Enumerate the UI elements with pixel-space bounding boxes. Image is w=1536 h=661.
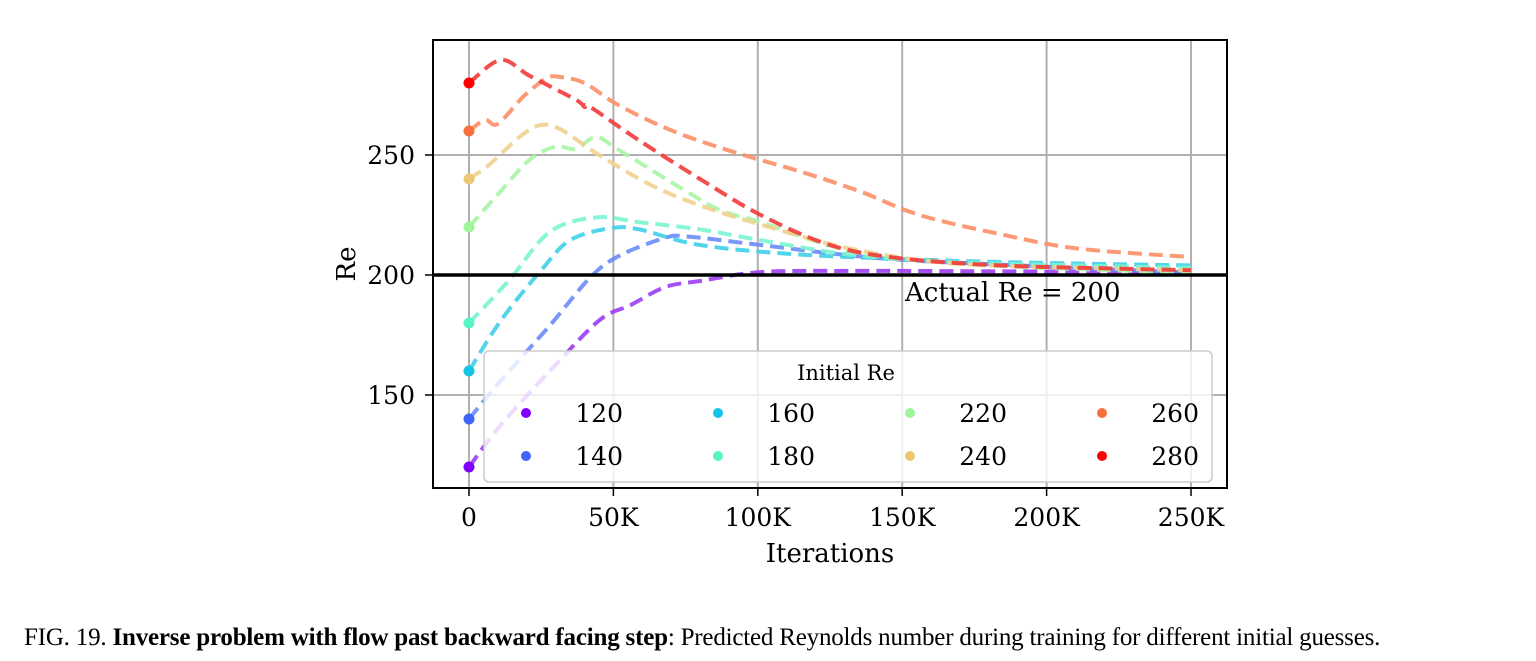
x-tick-label: 200K <box>1013 503 1081 532</box>
series-start-point-120 <box>463 461 475 473</box>
series-line-260 <box>467 74 1192 259</box>
series-line-180 <box>467 215 1192 325</box>
legend-title: Initial Re <box>797 361 895 385</box>
figure-caption: FIG. 19. Inverse problem with flow past … <box>24 624 1536 652</box>
legend-label: 140 <box>575 442 623 471</box>
chart: Actual Re = 200 Initial Re 120 140 160 180 2… <box>332 39 1228 569</box>
legend-label: 180 <box>767 442 815 471</box>
series-start-point-160 <box>463 365 475 377</box>
caption-bold-title: Inverse problem with flow past backward … <box>112 624 668 651</box>
series-line-120 <box>467 268 1192 469</box>
legend-item-180: 180 <box>713 442 815 471</box>
legend-items: 120 140 160 180 220 240 260 280 <box>521 399 1199 471</box>
legend-marker <box>1097 451 1107 461</box>
axis-ticks: 0 50K 100K 150K 200K 250K 150 200 250 <box>367 141 1225 532</box>
x-tick-label: 100K <box>725 503 793 532</box>
series-start-point-140 <box>463 413 475 425</box>
legend-label: 220 <box>959 399 1007 428</box>
legend-item-280: 280 <box>1097 442 1199 471</box>
series-start-point-240 <box>463 173 475 185</box>
legend-item-160: 160 <box>713 399 815 428</box>
legend-label: 240 <box>959 442 1007 471</box>
caption-text: : Predicted Reynolds number during train… <box>667 624 1381 651</box>
x-tick-label: 150K <box>869 503 937 532</box>
caption-prefix: FIG. 19. <box>24 624 113 651</box>
legend-item-260: 260 <box>1097 399 1199 428</box>
legend: Initial Re 120 140 160 180 220 240 260 280 <box>483 350 1213 483</box>
legend-marker <box>905 451 915 461</box>
series-line-240 <box>467 122 1192 273</box>
series-start-point-180 <box>463 317 475 329</box>
series-line-280 <box>467 57 1192 273</box>
y-axis-title: Re <box>332 247 362 282</box>
x-tick-label: 50K <box>588 503 640 532</box>
y-tick-label: 250 <box>367 141 415 170</box>
legend-marker <box>521 451 531 461</box>
legend-item-120: 120 <box>521 399 623 428</box>
legend-label: 260 <box>1151 399 1199 428</box>
y-tick-label: 150 <box>367 381 415 410</box>
legend-marker <box>1097 408 1107 418</box>
plot-frame <box>432 39 1228 489</box>
legend-item-220: 220 <box>905 399 1007 428</box>
x-tick-label: 250K <box>1158 503 1226 532</box>
series-start-point-260 <box>463 125 475 137</box>
legend-label: 160 <box>767 399 815 428</box>
series-layer <box>463 57 1192 473</box>
legend-marker <box>713 408 723 418</box>
legend-label: 280 <box>1151 442 1199 471</box>
x-tick-label: 0 <box>461 503 477 532</box>
series-start-point-280 <box>463 77 475 89</box>
legend-item-140: 140 <box>521 442 623 471</box>
legend-marker <box>905 408 915 418</box>
legend-item-240: 240 <box>905 442 1007 471</box>
legend-marker <box>521 408 531 418</box>
x-axis-title: Iterations <box>766 539 895 569</box>
legend-label: 120 <box>575 399 623 428</box>
legend-marker <box>713 451 723 461</box>
legend-box <box>483 350 1213 483</box>
series-start-point-220 <box>463 221 475 233</box>
reference-line-label: Actual Re = 200 <box>904 278 1121 308</box>
y-tick-label: 200 <box>367 261 415 290</box>
